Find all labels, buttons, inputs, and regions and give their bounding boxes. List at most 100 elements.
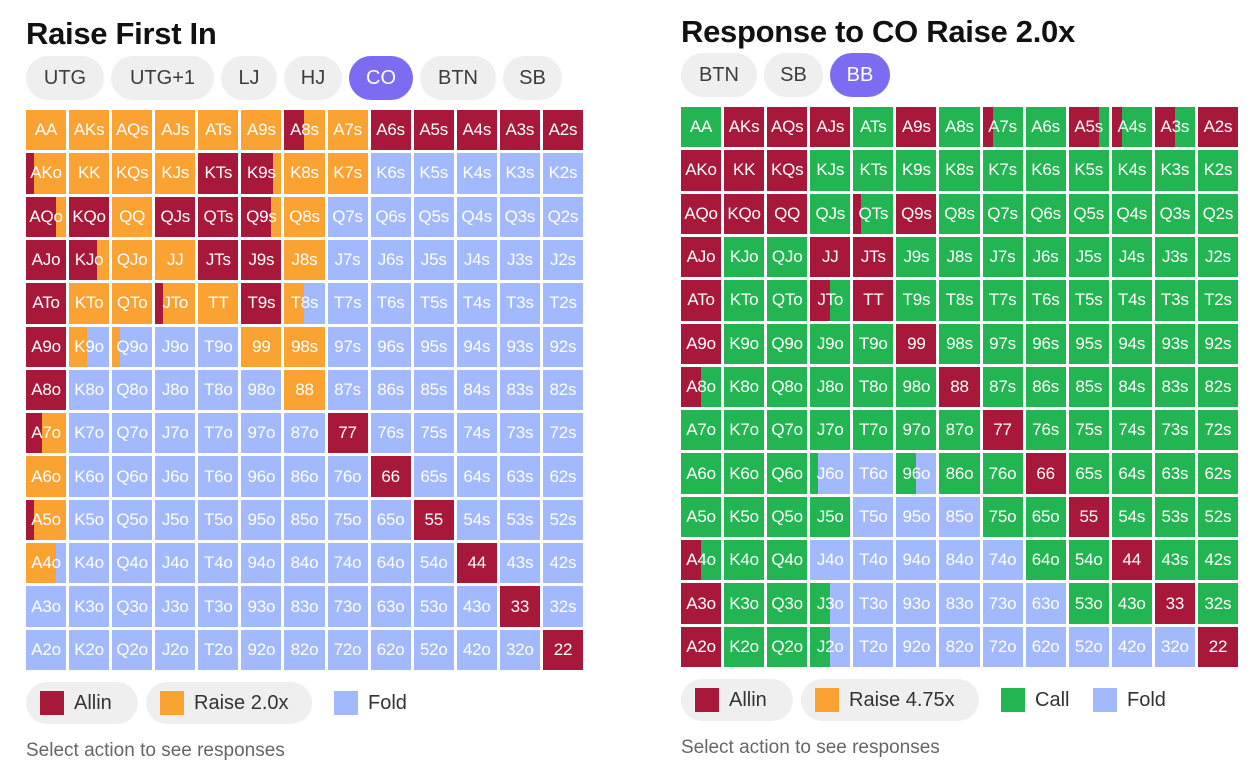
hand-cell-a4s[interactable]: A4s <box>456 110 497 151</box>
hand-cell-ato[interactable]: ATo <box>26 283 67 324</box>
hand-cell-jts[interactable]: JTs <box>853 236 894 278</box>
hand-cell-t3s[interactable]: T3s <box>1154 280 1195 321</box>
hand-cell-97s[interactable]: 97s <box>982 323 1023 364</box>
hand-cell-t5s[interactable]: T5s <box>1068 280 1109 321</box>
hand-cell-k7s[interactable]: K7s <box>327 153 368 194</box>
left-tab-sb[interactable]: SB <box>503 56 562 100</box>
hand-cell-q3o[interactable]: Q3o <box>112 586 153 627</box>
hand-cell-k3s[interactable]: K3s <box>499 153 540 194</box>
hand-cell-82o[interactable]: 82o <box>939 626 980 667</box>
hand-cell-a3s[interactable]: A3s <box>499 110 540 151</box>
hand-cell-q3s[interactable]: Q3s <box>499 196 540 237</box>
hand-cell-76s[interactable]: 76s <box>370 413 411 454</box>
hand-cell-kjs[interactable]: KJs <box>810 150 851 191</box>
hand-cell-96s[interactable]: 96s <box>370 326 411 367</box>
hand-cell-ajo[interactable]: AJo <box>681 236 722 278</box>
hand-cell-93s[interactable]: 93s <box>1154 323 1195 364</box>
hand-cell-j6o[interactable]: J6o <box>155 456 196 497</box>
hand-cell-74o[interactable]: 74o <box>982 540 1023 581</box>
hand-cell-k8o[interactable]: K8o <box>724 366 765 408</box>
hand-cell-42o[interactable]: 42o <box>456 629 497 670</box>
hand-cell-66[interactable]: 66 <box>370 456 411 497</box>
hand-cell-q7s[interactable]: Q7s <box>982 193 1023 234</box>
hand-cell-jto[interactable]: JTo <box>810 280 851 321</box>
hand-cell-k4s[interactable]: K4s <box>1111 150 1152 191</box>
hand-cell-55[interactable]: 55 <box>413 499 454 541</box>
hand-cell-a3s[interactable]: A3s <box>1154 107 1195 148</box>
hand-cell-jto[interactable]: JTo <box>155 283 196 324</box>
hand-cell-k4s[interactable]: K4s <box>456 153 497 194</box>
hand-cell-q4o[interactable]: Q4o <box>112 543 153 584</box>
hand-cell-q7o[interactable]: Q7o <box>767 410 808 451</box>
hand-cell-qjo[interactable]: QJo <box>112 239 153 281</box>
hand-cell-aqo[interactable]: AQo <box>681 193 722 234</box>
hand-cell-j4s[interactable]: J4s <box>456 239 497 281</box>
hand-cell-a3o[interactable]: A3o <box>26 586 67 627</box>
hand-cell-j7o[interactable]: J7o <box>810 410 851 451</box>
hand-cell-k7o[interactable]: K7o <box>724 410 765 451</box>
hand-cell-j4o[interactable]: J4o <box>155 543 196 584</box>
hand-cell-q8o[interactable]: Q8o <box>112 369 153 411</box>
hand-cell-52o[interactable]: 52o <box>413 629 454 670</box>
hand-cell-qq[interactable]: QQ <box>112 196 153 237</box>
hand-cell-74s[interactable]: 74s <box>1111 410 1152 451</box>
hand-cell-85o[interactable]: 85o <box>939 496 980 538</box>
hand-cell-77[interactable]: 77 <box>327 413 368 454</box>
hand-cell-93o[interactable]: 93o <box>241 586 282 627</box>
hand-cell-kts[interactable]: KTs <box>853 150 894 191</box>
hand-cell-44[interactable]: 44 <box>1111 540 1152 581</box>
left-tab-lj[interactable]: LJ <box>221 56 277 100</box>
hand-cell-j5s[interactable]: J5s <box>413 239 454 281</box>
right-legend-call[interactable]: Call <box>987 679 1069 721</box>
hand-cell-ako[interactable]: AKo <box>26 153 67 194</box>
hand-cell-98s[interactable]: 98s <box>284 326 325 367</box>
left-tab-co[interactable]: CO <box>349 56 413 100</box>
hand-cell-33[interactable]: 33 <box>499 586 540 627</box>
hand-cell-k8s[interactable]: K8s <box>939 150 980 191</box>
hand-cell-j9o[interactable]: J9o <box>155 326 196 367</box>
hand-cell-a7o[interactable]: A7o <box>681 410 722 451</box>
hand-cell-k3o[interactable]: K3o <box>69 586 110 627</box>
hand-cell-aa[interactable]: AA <box>26 110 67 151</box>
hand-cell-t6s[interactable]: T6s <box>1025 280 1066 321</box>
hand-cell-aqs[interactable]: AQs <box>767 107 808 148</box>
hand-cell-j6s[interactable]: J6s <box>1025 236 1066 278</box>
hand-cell-t9o[interactable]: T9o <box>198 326 239 367</box>
hand-cell-77[interactable]: 77 <box>982 410 1023 451</box>
hand-cell-75s[interactable]: 75s <box>413 413 454 454</box>
hand-cell-93s[interactable]: 93s <box>499 326 540 367</box>
hand-cell-jj[interactable]: JJ <box>155 239 196 281</box>
hand-cell-98s[interactable]: 98s <box>939 323 980 364</box>
hand-cell-74s[interactable]: 74s <box>456 413 497 454</box>
hand-cell-jj[interactable]: JJ <box>810 236 851 278</box>
right-tab-bb[interactable]: BB <box>830 53 890 97</box>
left-tab-utg[interactable]: UTG <box>26 56 104 100</box>
hand-cell-94o[interactable]: 94o <box>896 540 937 581</box>
right-tab-btn[interactable]: BTN <box>681 53 757 97</box>
hand-cell-53s[interactable]: 53s <box>1154 496 1195 538</box>
hand-cell-95s[interactable]: 95s <box>1068 323 1109 364</box>
hand-cell-k2s[interactable]: K2s <box>542 153 583 194</box>
hand-cell-q7s[interactable]: Q7s <box>327 196 368 237</box>
hand-cell-k9s[interactable]: K9s <box>896 150 937 191</box>
hand-cell-72o[interactable]: 72o <box>982 626 1023 667</box>
hand-cell-ajs[interactable]: AJs <box>155 110 196 151</box>
hand-cell-96o[interactable]: 96o <box>896 453 937 494</box>
hand-cell-a5o[interactable]: A5o <box>681 496 722 538</box>
hand-cell-95o[interactable]: 95o <box>241 499 282 541</box>
hand-cell-a8o[interactable]: A8o <box>681 366 722 408</box>
hand-cell-99[interactable]: 99 <box>241 326 282 367</box>
hand-cell-ako[interactable]: AKo <box>681 150 722 191</box>
hand-cell-63o[interactable]: 63o <box>1025 583 1066 624</box>
hand-cell-a6s[interactable]: A6s <box>1025 107 1066 148</box>
hand-cell-72o[interactable]: 72o <box>327 629 368 670</box>
hand-cell-t4o[interactable]: T4o <box>198 543 239 584</box>
hand-cell-72s[interactable]: 72s <box>542 413 583 454</box>
hand-cell-kto[interactable]: KTo <box>724 280 765 321</box>
hand-cell-82o[interactable]: 82o <box>284 629 325 670</box>
hand-cell-q5s[interactable]: Q5s <box>1068 193 1109 234</box>
hand-cell-t7o[interactable]: T7o <box>198 413 239 454</box>
hand-cell-65o[interactable]: 65o <box>1025 496 1066 538</box>
hand-cell-52s[interactable]: 52s <box>1197 496 1238 538</box>
hand-cell-42o[interactable]: 42o <box>1111 626 1152 667</box>
